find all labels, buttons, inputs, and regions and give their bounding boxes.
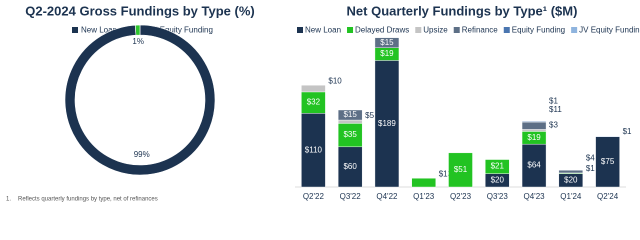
data-label: $1 [586,164,595,173]
legend-label: Delayed Draws [355,26,409,35]
x-tick-label: Q1'24 [560,192,582,201]
data-label: $189 [378,119,396,128]
data-label: $10 [328,76,342,85]
legend-swatch [297,27,303,33]
bar-segment [374,60,400,188]
bar-segment [521,143,547,188]
data-label: $13 [439,169,453,178]
data-label: 1% [132,37,144,46]
data-label: $64 [527,161,541,170]
data-label: $32 [307,98,321,107]
legend-label: New Loan [81,26,117,35]
bar-segment [411,178,436,188]
legend-swatch [453,27,460,33]
legend-label: Refinance [462,26,499,35]
x-tick-label: Q4'22 [376,192,398,201]
data-label: $20 [564,175,578,184]
legend-swatch [72,27,78,33]
x-tick-label: Q4'23 [524,192,546,201]
data-label: $35 [343,130,357,139]
bar-segment [558,170,584,174]
chart-title: Net Quarterly Fundings by Type¹ ($M) [347,3,578,18]
bar-segment [521,129,547,132]
data-label: $4 [586,153,595,162]
bar-segment [485,159,510,174]
legend-swatch [415,27,422,33]
x-tick-label: Q1'23 [413,192,435,201]
data-label: $15 [343,110,357,119]
data-label: 99% [134,150,150,159]
bar-segment [301,113,326,188]
legend-label: JV Equity Funding [148,26,213,35]
donut-slice [64,24,216,176]
data-label: $3 [549,121,558,130]
data-label: $51 [454,165,468,174]
x-tick-label: Q2'24 [597,192,619,201]
data-label: $15 [380,38,394,47]
bar-segment [521,121,547,123]
bar-segment [337,109,363,121]
legend-label: JV Equity Funding [579,26,640,35]
data-label: $75 [601,157,615,166]
legend-label: Upsize [423,26,448,35]
bar-segment [337,146,363,188]
bar-segment [595,135,620,137]
bar-segment [337,119,363,124]
footnote-text: Reflects quarterly fundings by type, net… [18,197,158,203]
data-label: $1 [623,127,632,136]
x-tick-label: Q2'22 [303,192,325,201]
bar-segment [448,152,473,188]
data-label: $5 [365,111,374,120]
x-tick-label: Q2'23 [450,192,472,201]
data-label: $21 [491,162,505,171]
data-label: $19 [527,133,541,142]
chart-title: Q2-2024 Gross Fundings by Type (%) [25,3,254,18]
chart: Q2-2024 Gross Fundings by Type (%) Net Q… [6,3,640,203]
legend-label: New Loan [305,26,341,35]
data-label: $110 [305,145,323,154]
donut-slice [134,24,141,36]
data-label: $60 [343,162,357,171]
legend-swatch [347,27,354,33]
footnote-marker: 1. [6,197,11,203]
legend-swatch [571,27,578,33]
legend-label: Equity Funding [512,26,565,35]
bar-segment [595,136,620,188]
bar-segment [301,85,326,93]
x-tick-label: Q3'22 [340,192,362,201]
data-label: $19 [380,49,394,58]
data-label: $20 [491,175,505,184]
data-label: $1 [549,96,558,105]
bar-segment [521,121,547,130]
legend-swatch [503,27,510,33]
x-tick-label: Q3'23 [487,192,509,201]
data-label: $11 [549,105,562,114]
bar-segment [374,37,400,48]
